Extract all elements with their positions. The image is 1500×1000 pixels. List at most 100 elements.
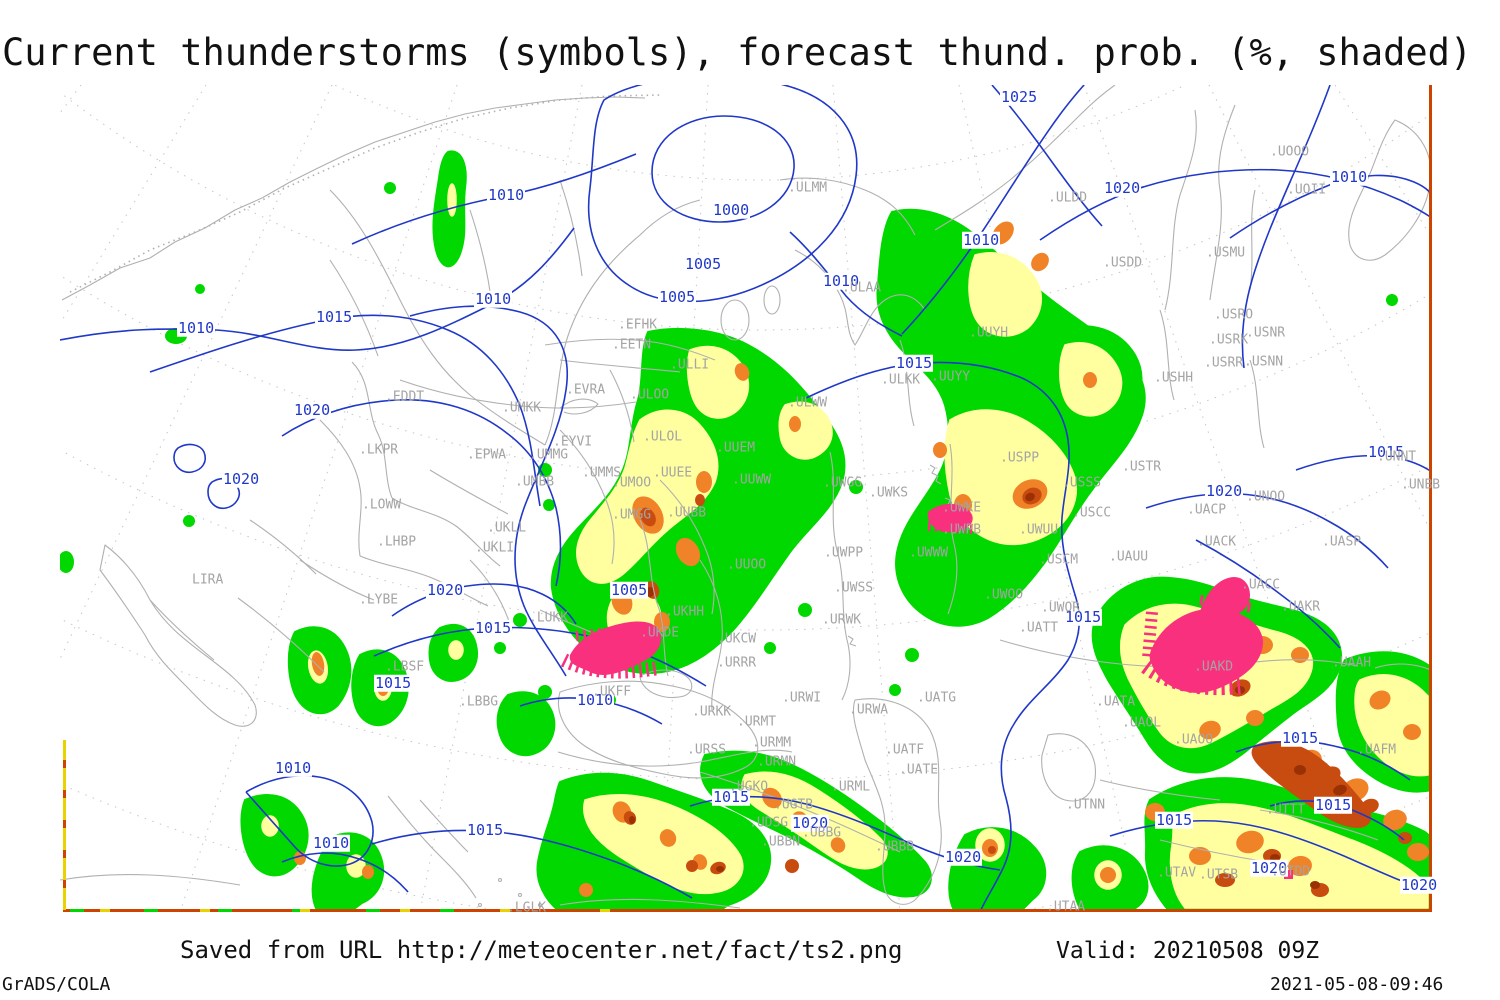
station-label: .UAKR (1281, 599, 1321, 615)
station-label: .USRO (1214, 307, 1254, 323)
isobar-label: 1015 (1281, 728, 1320, 747)
isobar-label: 1015 (315, 307, 354, 326)
station-label: .UNOO (1246, 489, 1286, 505)
station-label: .UKLI (475, 540, 515, 556)
isobar-label: 1010 (1330, 167, 1369, 186)
station-label: .UTAA (1046, 899, 1086, 915)
station-label: .UAKD (1194, 659, 1234, 675)
station-label: .USPP (1000, 450, 1040, 466)
station-label: .UUYY (931, 369, 971, 385)
station-label: .UUEM (716, 440, 756, 456)
station-label: .USNN (1244, 354, 1284, 370)
station-label: .ULWW (788, 395, 828, 411)
station-label: .UUEE (653, 465, 693, 481)
coastline-layer (60, 85, 1432, 909)
station-label: .ULKK (881, 372, 921, 388)
thunderstorm-symbols-layer (560, 503, 1293, 879)
station-label: .UKLL (487, 520, 527, 536)
station-label: .UMGG (612, 507, 652, 523)
station-label: .UMOO (612, 475, 652, 491)
valid-time-text: Valid: 20210508 09Z (1056, 938, 1320, 964)
station-label: .UMMS (582, 465, 622, 481)
isobar-label: 1010 (177, 318, 216, 337)
station-label: .UATE (899, 762, 939, 778)
station-label: .UWKS (869, 485, 909, 501)
station-label: .UGKO (729, 779, 769, 795)
isobar-label: 1015 (1314, 795, 1353, 814)
station-label: .ULMM (788, 180, 828, 196)
isobar-label: 1020 (791, 813, 830, 832)
station-label: .URWK (822, 612, 862, 628)
station-label: .UWUU (1019, 522, 1059, 538)
station-label: .UMKK (502, 400, 542, 416)
station-label: .UAAH (1332, 655, 1372, 671)
isobar-label: 1015 (1367, 442, 1406, 461)
station-label: .USRK (1209, 332, 1249, 348)
station-label: .UMBB (515, 474, 555, 490)
station-label: .UWPB (942, 522, 982, 538)
isobar-label: 1010 (487, 185, 526, 204)
station-label: .UTSB (1199, 867, 1239, 883)
station-label: .USRR (1204, 355, 1244, 371)
station-label: .UASP (1322, 534, 1362, 550)
station-label: .URML (831, 779, 871, 795)
station-label: .UTAV (1157, 865, 1197, 881)
station-label: .ULAA (842, 280, 882, 296)
station-label: .URRR (717, 655, 757, 671)
station-label: .URMT (737, 714, 777, 730)
isobar-label: 1010 (474, 289, 513, 308)
station-label: .UGTB (774, 797, 814, 813)
station-label: .UACK (1197, 534, 1237, 550)
isobar-label: 1020 (1103, 178, 1142, 197)
station-label: .URMM (752, 735, 792, 751)
station-label: .UATF (885, 742, 925, 758)
station-label: .USDD (1103, 255, 1143, 271)
saved-url-text: Saved from URL http://meteocenter.net/fa… (180, 936, 903, 964)
station-label: .LUKK (529, 610, 569, 626)
station-label: .UATA (1096, 694, 1136, 710)
station-label: .UAUU (1109, 549, 1149, 565)
station-label: .USCC (1072, 505, 1112, 521)
station-label: LIRA (192, 572, 224, 588)
page-title: Current thunderstorms (symbols), forecas… (2, 31, 1473, 74)
isobar-label: 1010 (576, 690, 615, 709)
station-label: .UWWW (909, 545, 949, 561)
station-label: .EETN (612, 337, 652, 353)
station-label: .UACC (1241, 577, 1281, 593)
isobar-label: 1015 (374, 673, 413, 692)
station-label: .UUWW (732, 472, 772, 488)
station-label: .UAOL (1122, 715, 1162, 731)
station-label: .EFHK (618, 317, 658, 333)
station-label: .UACP (1187, 502, 1227, 518)
isobar-label: 1020 (1250, 858, 1289, 877)
isobar-label: 1015 (895, 353, 934, 372)
isobar-label: 1010 (962, 230, 1001, 249)
station-label: .EYVI (553, 434, 593, 450)
station-label: .UNNT (1377, 449, 1417, 465)
station-label: .USSS (1062, 475, 1102, 491)
station-label: .USCM (1039, 552, 1079, 568)
isobar-label: 1010 (274, 758, 313, 777)
station-label: .UWKE (942, 500, 982, 516)
station-label: .UWOO (984, 587, 1024, 603)
station-label: .USHH (1154, 370, 1194, 386)
isobar-label: 1015 (474, 618, 513, 637)
station-label: .LHBP (377, 534, 417, 550)
station-label: .EVRA (566, 382, 606, 398)
station-label: .EPWA (467, 447, 507, 463)
station-label: .UWSS (834, 580, 874, 596)
isobar-label: 1025 (1000, 87, 1039, 106)
isobar-label: 1020 (944, 847, 983, 866)
station-label: .UWPP (824, 545, 864, 561)
station-label: .UKDE (640, 625, 680, 641)
isobar-layer-svg (60, 85, 1432, 912)
isobar-label: 1010 (822, 271, 861, 290)
station-label: .EDDT (385, 389, 425, 405)
station-label: .URSS (687, 742, 727, 758)
station-label: .UKFF (592, 684, 632, 700)
station-label: .UOOO (1270, 144, 1310, 160)
isobar-label: 1015 (1064, 607, 1103, 626)
isobar-label: 1005 (684, 254, 723, 273)
station-label: .URKK (692, 704, 732, 720)
